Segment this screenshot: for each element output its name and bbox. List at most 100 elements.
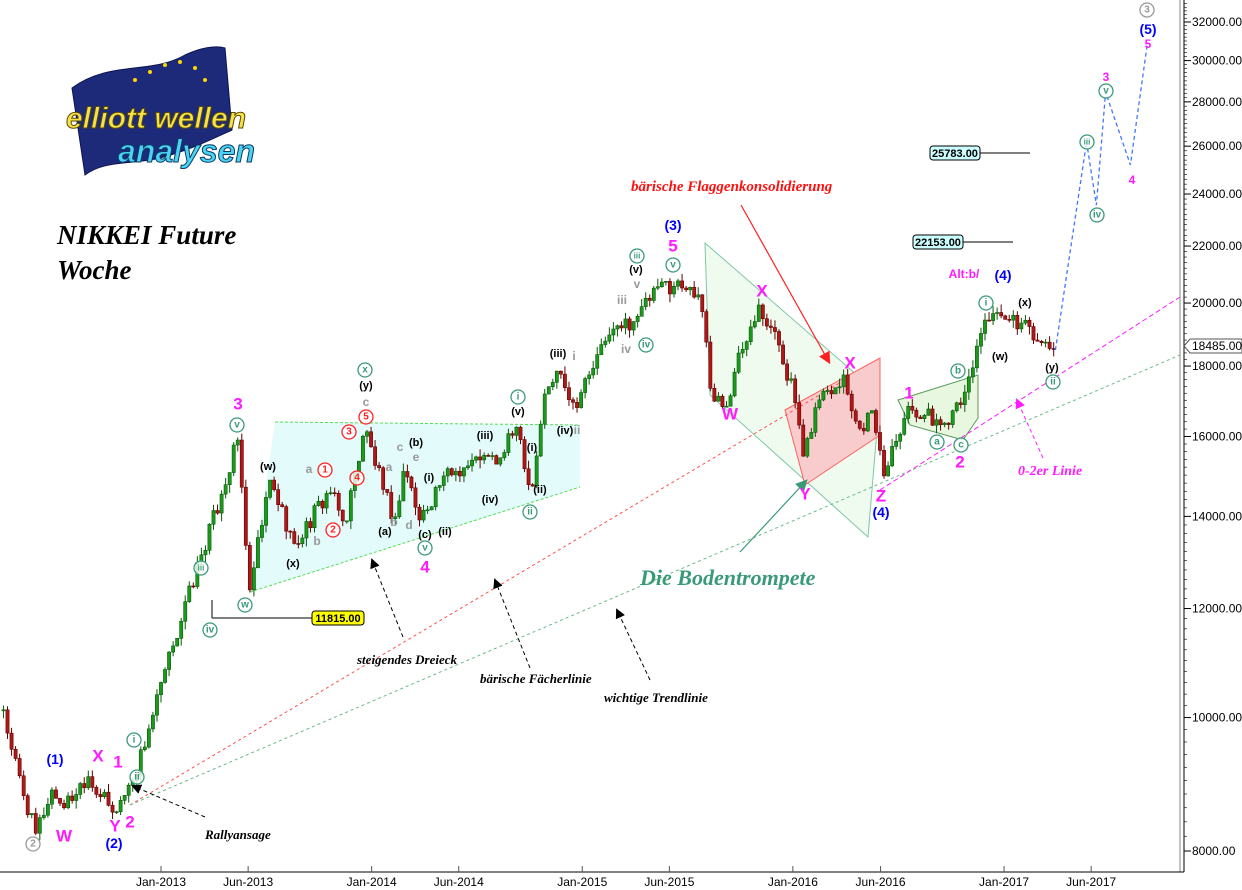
candle [659,278,664,288]
candle [393,512,398,525]
wave-label: (c) [418,529,432,541]
wave-label-text: v [634,277,641,291]
wave-label: (i) [424,472,435,484]
wave-label-text: i [517,392,520,403]
wave-label: 1 [317,462,333,478]
wave-label: iii [617,293,627,307]
candle [179,617,184,646]
wave-label: i [126,732,142,748]
wave-label: ii [1045,374,1061,390]
candles [1,273,1056,841]
candle [805,436,810,458]
wave-label: 4 [349,470,365,486]
candle [688,286,693,296]
candle [732,367,737,398]
wave-label: ii [522,504,538,520]
wave-label-text: (w) [992,351,1008,363]
candle [296,535,301,549]
candle [425,505,430,514]
wave-label: Z [876,487,886,506]
candle [983,313,987,341]
candle [546,386,551,395]
y-tick-label: 24000.00 [1192,187,1242,201]
y-tick-label: 18000.00 [1192,359,1242,373]
candle [272,476,276,492]
wave-label-text: (ii) [533,484,547,496]
candle [554,370,559,389]
candle [1003,314,1008,320]
wave-label-text: 2 [330,525,336,536]
candle [490,451,495,461]
wave-label: (4) [872,504,889,520]
candle [934,413,939,434]
candle [591,361,596,379]
wave-label-text: 2 [955,453,964,472]
label-circle [341,424,357,440]
candle [1043,338,1048,348]
candle [567,381,571,406]
candle [825,385,830,395]
label-circle [978,295,994,311]
wave-label-text: iv [206,625,215,636]
wave-label: (iii) [550,348,567,360]
candle [126,782,131,803]
label-circle [522,504,538,520]
candle [894,434,899,450]
candle [995,307,1000,320]
label-circle [629,248,645,264]
triangle-lower-line [249,486,581,593]
wave-label-text: (w) [260,461,276,473]
wave-label-text: (i) [527,442,538,454]
candle [845,368,850,396]
wave-label-text: iii [617,293,627,307]
wave-label: i [510,389,526,405]
label-circle [929,434,945,450]
level-11815: 11815.00 [211,600,365,626]
wave-label: Alt:b/ [949,267,980,281]
wave-label-text: (y) [359,380,373,392]
label-circle [638,337,654,353]
wave-label-text: ii [1050,377,1056,388]
wave-label-text: 1 [322,465,328,476]
candle [764,313,769,331]
wave-label-text: ii [527,507,533,518]
candle [906,401,911,424]
candle [534,450,539,489]
candle [704,309,709,348]
wave-label: v [634,277,641,291]
candle [809,427,814,439]
candle [865,412,870,433]
candle [122,795,127,805]
candle [1,705,6,719]
x-tick-label: Jan-2016 [768,875,818,889]
wave-label-text: Alt:b/ [949,267,980,281]
candle [470,453,474,472]
candle [587,371,592,385]
candle [5,706,10,739]
wave-label: (w) [992,351,1008,363]
candle [211,504,216,530]
candle [655,278,660,291]
wave-label-text: (v) [629,264,643,276]
wave-label: (iv) [557,425,574,437]
wave-label-text: X [756,282,768,301]
wave-label: (v) [629,264,643,276]
wave-label-text: a [386,460,393,474]
candle [999,304,1004,319]
wave-label-text: X [92,747,104,766]
x-axis: Jan-2013 Jun-2013 Jan-2014 Jun-2014 Jan-2015… [136,866,1117,889]
wave-label-text: (a) [378,526,392,538]
y-tick-label: 22000.00 [1192,239,1242,253]
candle [146,724,151,749]
candle [857,420,862,431]
wave-label: W [722,405,739,424]
candle [902,411,907,436]
candle [445,466,450,483]
fan-note: bärische Fächerlinie [480,671,592,686]
wave-label-text: 5 [363,412,369,423]
candle [243,479,248,551]
candle [635,313,640,328]
wave-label: c [953,437,969,453]
candle [1035,333,1040,342]
wave-label: (y) [359,380,373,392]
